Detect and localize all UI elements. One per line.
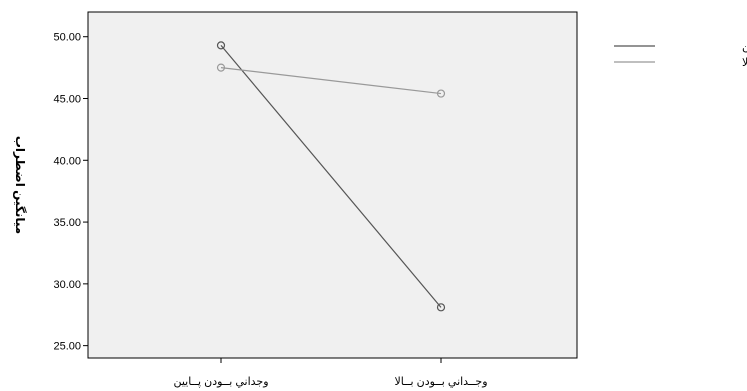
series-2 [216, 63, 446, 98]
legend: كنـــترل پـــايين كنـــترل بـــالا [614, 41, 747, 69]
y-tick-label: 50.00 [53, 32, 81, 44]
data-point [436, 89, 446, 98]
y-tick-label: 35.00 [53, 217, 81, 229]
series-line [220, 67, 442, 95]
x-axis: وجداني بــودن پــايين وجــداني بــودن بــ… [173, 358, 488, 388]
legend-label: كنـــترل پـــايين [742, 41, 747, 53]
x-category-label: وجداني بــودن پــايين [173, 376, 268, 388]
data-point [216, 41, 226, 50]
x-category-label: وجــداني بــودن بــالا [394, 376, 487, 388]
y-tick-label: 40.00 [53, 155, 81, 167]
legend-label: كنـــترل بـــالا [742, 57, 747, 69]
y-tick-label: 30.00 [53, 279, 81, 291]
series-1 [216, 41, 446, 312]
y-tick-label: 45.00 [53, 94, 81, 106]
series-layer [216, 41, 446, 312]
data-point [216, 63, 226, 72]
data-point [436, 303, 446, 312]
series-line [220, 44, 442, 308]
y-tick-label: 25.00 [53, 341, 81, 353]
y-axis-title: میانگین اضطراب [13, 136, 27, 234]
y-axis: 25.00 30.00 35.00 40.00 45.00 50.00 [53, 32, 88, 353]
plot-area [87, 11, 578, 359]
